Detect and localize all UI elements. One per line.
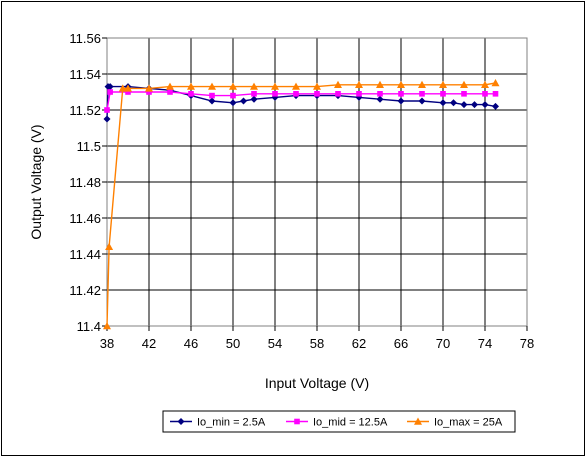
x-tick-label: 78: [520, 336, 534, 351]
tick-labels: 38 42 46 50 54 58 62 66 70 74 78 11.4 11.42 11.44 11.4…: [69, 31, 534, 351]
y-tick-label: 11.56: [69, 31, 101, 46]
data-point: [492, 102, 499, 110]
data-point: [145, 84, 153, 92]
y-tick-label: 11.46: [69, 211, 101, 226]
y-axis-title: Output Voltage (V): [28, 124, 44, 239]
series-layer: [103, 79, 500, 330]
x-tick-label: 66: [394, 336, 408, 351]
data-point: [481, 101, 489, 109]
data-point: [166, 82, 174, 90]
data-point: [376, 80, 384, 88]
y-tick-label: 11.5: [77, 139, 101, 154]
data-point: [461, 91, 467, 97]
legend-label: Io_mid = 12.5A: [313, 417, 388, 429]
data-point: [104, 107, 110, 113]
data-point: [125, 89, 131, 95]
data-point: [271, 82, 279, 90]
data-point: [377, 91, 383, 97]
legend-entry: Io_max = 25A: [407, 417, 503, 429]
series-line: [106, 82, 496, 327]
data-point: [208, 82, 216, 90]
data-point: [272, 91, 278, 97]
y-tick-label: 11.4: [77, 319, 101, 334]
series-square: [104, 89, 499, 113]
data-point: [106, 83, 114, 91]
data-point: [491, 79, 500, 87]
data-point: [229, 82, 237, 90]
data-point: [118, 84, 127, 92]
data-point: [292, 82, 300, 90]
data-point: [419, 91, 425, 97]
x-tick-label: 58: [310, 336, 324, 351]
legend-entry: Io_min = 2.5A: [170, 417, 266, 429]
data-point: [167, 89, 173, 95]
data-point: [482, 91, 488, 97]
data-point: [460, 101, 468, 109]
x-tick-label: 70: [436, 336, 450, 351]
data-point: [355, 80, 363, 88]
legend-label: Io_max = 25A: [434, 417, 503, 429]
data-point: [334, 80, 342, 88]
data-point: [124, 84, 132, 92]
series-triangle: [103, 79, 500, 330]
data-point: [209, 92, 215, 99]
data-point: [356, 91, 362, 97]
legend-marker: [414, 417, 422, 425]
x-tick-label: 62: [352, 336, 366, 351]
data-point: [314, 91, 320, 97]
x-tick-label: 74: [478, 336, 492, 351]
data-point: [450, 99, 457, 107]
data-point: [376, 95, 384, 103]
data-point: [397, 97, 405, 105]
x-tick-label: 46: [184, 336, 198, 351]
data-point: [251, 91, 257, 97]
data-point: [293, 91, 299, 97]
data-point: [103, 115, 111, 123]
data-point: [439, 80, 447, 88]
data-point: [335, 91, 341, 97]
y-tick-label: 11.42: [69, 283, 101, 298]
data-point: [240, 97, 247, 105]
data-point: [250, 82, 258, 90]
data-point: [208, 97, 216, 105]
y-tick-label: 11.54: [69, 67, 101, 82]
data-point: [146, 89, 152, 95]
data-point: [492, 91, 499, 97]
y-tick-label: 11.44: [69, 247, 101, 262]
legend-marker: [294, 418, 300, 425]
data-point: [187, 82, 195, 90]
data-point: [230, 92, 236, 99]
x-tick-label: 38: [100, 336, 114, 351]
data-point: [250, 95, 258, 103]
legend-label: Io_min = 2.5A: [197, 417, 266, 429]
y-tick-label: 11.52: [69, 103, 101, 118]
legend: Io_min = 2.5A Io_mid = 12.5A Io_max = 25A: [162, 410, 516, 433]
data-point: [460, 80, 468, 88]
x-tick-label: 42: [142, 336, 156, 351]
data-point: [481, 80, 489, 88]
data-point: [418, 97, 426, 105]
legend-marker: [177, 418, 185, 425]
data-point: [418, 80, 426, 88]
legend-box: [162, 410, 516, 433]
data-point: [103, 322, 111, 330]
data-point: [229, 99, 237, 107]
x-axis-title: Input Voltage (V): [265, 375, 369, 391]
data-point: [471, 101, 478, 109]
data-point: [398, 91, 404, 97]
legend-entry: Io_mid = 12.5A: [286, 417, 388, 429]
data-point: [188, 91, 194, 97]
data-point: [397, 80, 405, 88]
x-tick-label: 54: [268, 336, 282, 351]
data-point: [107, 89, 113, 95]
data-point: [440, 91, 446, 97]
data-point: [439, 99, 447, 107]
data-point: [105, 242, 114, 250]
y-tick-label: 11.48: [69, 175, 101, 190]
x-tick-label: 50: [226, 336, 240, 351]
data-point: [313, 82, 321, 90]
